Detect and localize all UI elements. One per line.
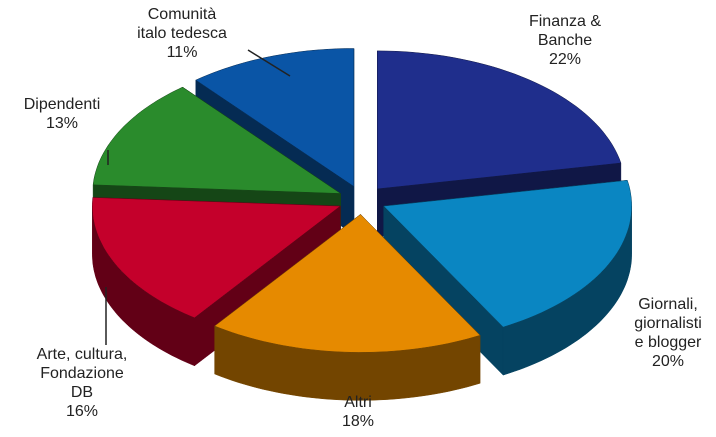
slice xyxy=(377,50,622,190)
leader-lines xyxy=(105,49,291,345)
value-label: 13% xyxy=(45,115,79,132)
slice-label: Altri 18% xyxy=(278,393,438,431)
slice xyxy=(92,197,342,319)
value-label: 22% xyxy=(548,51,582,68)
slice xyxy=(195,48,355,187)
category-label: Altri xyxy=(344,394,372,411)
slice-label: Giornali, giornalisti e blogger 20% xyxy=(588,295,716,371)
slice-label: Comunità italo tedesca 11% xyxy=(102,5,262,62)
category-label: Finanza & Banche xyxy=(528,13,602,49)
value-label: 18% xyxy=(341,413,375,430)
slice xyxy=(214,214,481,353)
category-label: Comunità italo tedesca xyxy=(137,6,227,42)
value-label: 16% xyxy=(65,403,99,420)
category-label: Arte, cultura, Fondazione DB xyxy=(36,346,128,401)
leader-line xyxy=(247,49,291,77)
category-label: Giornali, giornalisti e blogger xyxy=(634,296,702,351)
slice-label: Finanza & Banche 22% xyxy=(485,12,645,69)
slice-label: Arte, cultura, Fondazione DB 16% xyxy=(2,345,162,421)
slice-tops xyxy=(92,48,632,353)
slice xyxy=(383,180,632,328)
value-label: 11% xyxy=(166,44,198,61)
slice-label: Dipendenti 13% xyxy=(0,95,142,133)
slice xyxy=(92,86,342,194)
value-label: 20% xyxy=(651,353,685,370)
category-label: Dipendenti xyxy=(23,96,101,113)
